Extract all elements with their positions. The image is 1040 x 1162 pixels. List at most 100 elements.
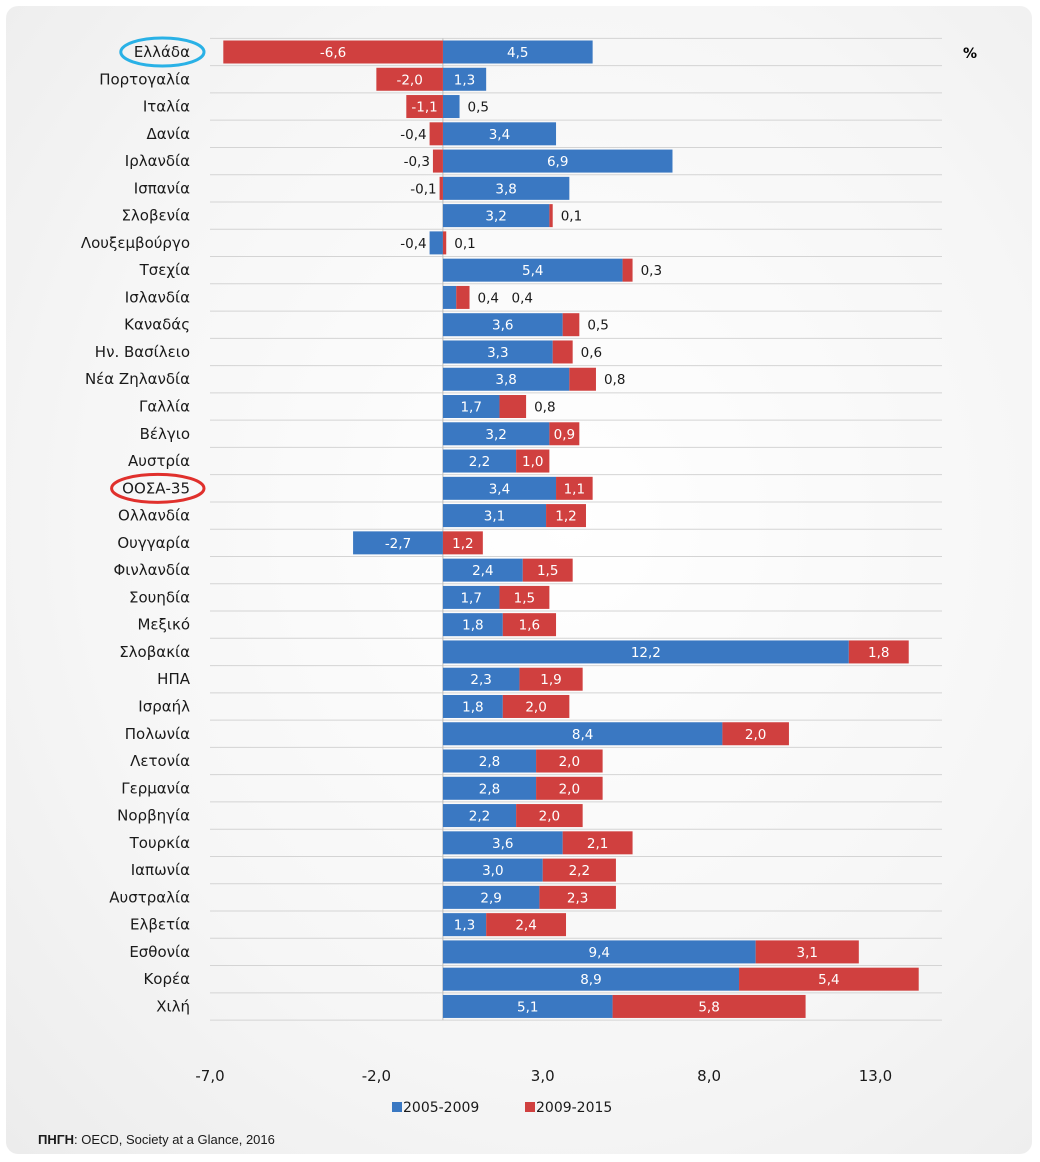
category-label: Κορέα (143, 970, 190, 988)
bar-2009-2015 (536, 776, 603, 800)
bar-2005-2009 (442, 285, 457, 309)
data-label: -2,0 (396, 72, 422, 88)
category-label: Γαλλία (139, 398, 190, 416)
data-label: 3,0 (482, 863, 503, 879)
data-label: 3,3 (487, 345, 508, 361)
data-label: 2,9 (480, 890, 501, 906)
category-label: Καναδάς (124, 316, 190, 334)
data-label: 0,4 (478, 290, 499, 306)
bar-2009-2015 (562, 831, 633, 855)
category-label: Ισραήλ (138, 697, 190, 715)
data-label: 1,1 (564, 481, 585, 497)
gridlines (210, 37, 942, 1021)
bar-2009-2015 (848, 640, 909, 664)
bar-2005-2009 (442, 422, 550, 446)
data-label: 1,0 (522, 454, 543, 470)
x-tick-label: -7,0 (195, 1067, 224, 1085)
bar-2005-2009 (442, 504, 547, 528)
category-label: ΟΟΣΑ-35 (122, 479, 190, 497)
data-label: -0,1 (410, 181, 436, 197)
data-label: 5,4 (522, 263, 543, 279)
bar-2005-2009 (442, 476, 557, 500)
data-label: 5,4 (818, 972, 839, 988)
category-label: Ελλάδα (134, 43, 190, 61)
data-label: 1,8 (462, 618, 483, 634)
category-label: Σλοβενία (121, 207, 190, 225)
category-label: Ιταλία (143, 98, 190, 116)
bar-2005-2009 (442, 558, 523, 582)
bar-2009-2015 (522, 558, 573, 582)
bar-2005-2009 (442, 776, 537, 800)
x-tick-label: 3,0 (531, 1067, 555, 1085)
bar-2005-2009 (442, 258, 623, 282)
data-label: 1,2 (555, 509, 576, 525)
highlights (110, 36, 206, 504)
category-label: Τουρκία (129, 834, 190, 852)
category-label: Βέλγιο (140, 425, 190, 443)
bar-2009-2015 (552, 340, 573, 364)
data-label: 5,1 (517, 999, 538, 1015)
category-label: Χιλή (156, 997, 190, 1015)
bar-2009-2015 (739, 967, 919, 991)
bar-2009-2015 (516, 804, 583, 828)
category-label: Ουγγαρία (117, 534, 190, 552)
bar-2009-2015 (549, 204, 553, 228)
bar-2005-2009 (442, 694, 503, 718)
data-label: 0,1 (561, 209, 582, 225)
category-label: Νέα Ζηλανδία (85, 370, 190, 388)
data-label: 0,1 (454, 236, 475, 252)
bar-2005-2009 (442, 885, 540, 909)
bar-2009-2015 (569, 367, 596, 391)
bar-2009-2015 (562, 313, 580, 337)
bar-2005-2009 (442, 585, 500, 609)
data-label: 3,4 (489, 481, 510, 497)
bar-2009-2015 (542, 858, 616, 882)
bar-2009-2015 (442, 531, 483, 555)
data-label: 1,3 (454, 918, 475, 934)
data-label: 2,3 (567, 890, 588, 906)
data-label: 2,2 (569, 863, 590, 879)
data-label: 2,4 (515, 918, 536, 934)
bar-2005-2009 (442, 913, 487, 937)
unit-label: % (963, 46, 977, 62)
data-label: 3,8 (495, 181, 516, 197)
bar-2005-2009 (442, 204, 550, 228)
bar-2005-2009 (442, 449, 517, 473)
legend-label: 2005-2009 (403, 1100, 479, 1116)
data-label: -0,4 (400, 127, 426, 143)
bar-2009-2015 (536, 749, 603, 773)
data-label: 2,4 (472, 563, 493, 579)
source-note: ΠΗΓΗ: OECD, Society at a Glance, 2016 (38, 1132, 275, 1147)
bar-2005-2009 (429, 231, 443, 255)
category-label: Ολλανδία (118, 507, 190, 525)
category-labels: Ελλάδα Πορτογαλία Ιταλία Δανία Ιρλανδία Ισπαν… (81, 43, 191, 1015)
bar-2009-2015 (439, 176, 443, 200)
data-label: 4,5 (507, 45, 528, 61)
data-label: 0,5 (468, 100, 489, 116)
bar-2009-2015 (539, 885, 616, 909)
data-label: 2,0 (745, 727, 766, 743)
category-label: Αυστρία (128, 452, 190, 470)
bar-2005-2009 (442, 395, 500, 419)
data-label: 2,0 (559, 781, 580, 797)
category-label: Φινλανδία (113, 561, 190, 579)
bar-2009-2015 (456, 285, 470, 309)
bar-labels: 4,5 -6,6 1,3 -2,0 0,5 -1,1 3,4 -0,4 6,9 -0,3 3,8 -0… (320, 45, 890, 1015)
bar-2009-2015 (432, 149, 443, 173)
category-label: Μεξικό (137, 616, 190, 634)
bar-2009-2015 (502, 694, 570, 718)
category-label: Ην. Βασίλειο (95, 343, 190, 361)
data-label: 0,3 (641, 263, 662, 279)
data-label: 2,0 (525, 699, 546, 715)
category-label: ΗΠΑ (157, 670, 191, 688)
category-label: Πολωνία (125, 725, 190, 743)
category-label: Γερμανία (121, 779, 190, 797)
bar-2009-2015 (519, 667, 583, 691)
data-label: 3,6 (492, 318, 513, 334)
x-axis-ticks: -7,0 -2,0 3,0 8,0 13,0 (195, 1067, 892, 1085)
bar-2005-2009 (442, 367, 570, 391)
category-label: Ισπανία (134, 179, 190, 197)
category-label: Πορτογαλία (99, 70, 190, 88)
data-label: 1,3 (454, 72, 475, 88)
bar-2005-2009 (442, 340, 553, 364)
